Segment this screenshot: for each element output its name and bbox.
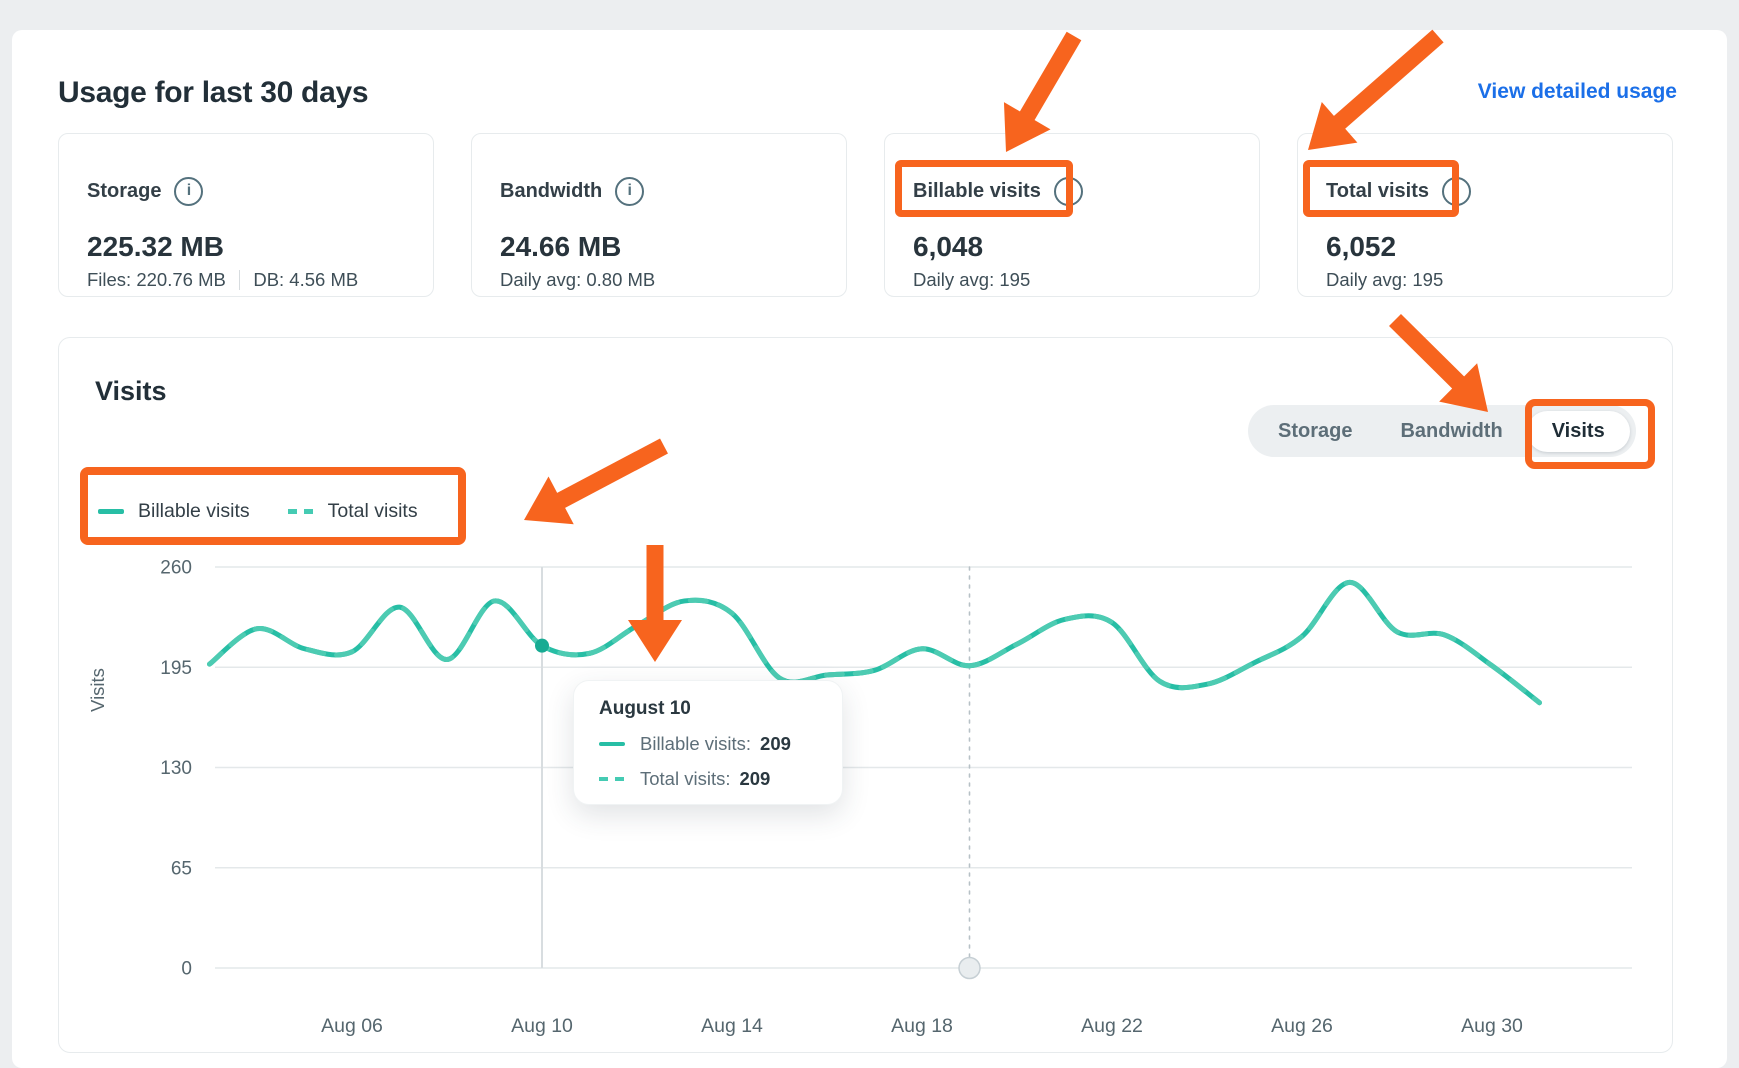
tab-visits[interactable]: Visits <box>1526 410 1630 452</box>
legend-swatch-dashed-icon <box>287 509 314 514</box>
tooltip-billable-value: 209 <box>760 733 791 754</box>
total-visits-card-label: Total visits <box>1326 179 1429 202</box>
series-billable-visits-line <box>207 579 1542 706</box>
y-tick-label: 65 <box>171 858 192 879</box>
chart-metric-tabs: Storage Bandwidth Visits <box>1248 405 1636 457</box>
page-title: Usage for last 30 days <box>58 76 369 109</box>
total-visits-card-value: 6,052 <box>1326 231 1397 262</box>
tooltip-swatch-dashed-icon <box>599 776 625 782</box>
bandwidth-daily-avg: Daily avg: 0.80 MB <box>500 268 656 290</box>
y-tick-label: 130 <box>160 758 192 779</box>
legend-item-total-visits[interactable]: Total visits <box>287 500 418 523</box>
tooltip-billable-label: Billable visits: <box>640 733 752 754</box>
storage-db-value: DB: 4.56 MB <box>253 268 359 290</box>
series-total-visits-line <box>207 579 1542 706</box>
y-tick-label: 0 <box>181 959 192 980</box>
tab-bandwidth[interactable]: Bandwidth <box>1400 419 1503 442</box>
y-axis-title: Visits <box>87 668 108 712</box>
y-tick-label: 260 <box>160 558 192 579</box>
y-tick-label: 195 <box>160 658 192 679</box>
tab-storage[interactable]: Storage <box>1278 419 1353 442</box>
tooltip-total-value: 209 <box>739 768 771 789</box>
billable-visits-card-label: Billable visits <box>913 179 1041 202</box>
x-tick-label: Aug 14 <box>701 1015 763 1037</box>
storage-files-value: Files: 220.76 MB <box>87 268 226 290</box>
legend-swatch-solid-icon <box>98 509 124 514</box>
info-icon[interactable]: i <box>174 176 204 206</box>
chart-legend: Billable visits Total visits <box>98 500 418 523</box>
x-tick-label: Aug 22 <box>1081 1015 1143 1037</box>
bandwidth-card-value: 24.66 MB <box>500 231 622 262</box>
x-tick-label: Aug 18 <box>891 1015 953 1037</box>
legend-item-billable-visits[interactable]: Billable visits <box>98 500 250 523</box>
tooltip-total-label: Total visits: <box>640 768 731 789</box>
bandwidth-card-label: Bandwidth <box>500 179 603 202</box>
bandwidth-card: Bandwidth i 24.66 MB Daily avg: 0.80 MB <box>471 133 847 297</box>
chart-tooltip: August 10 Billable visits: 209 Total vis… <box>573 680 843 805</box>
chart-title: Visits <box>95 376 167 406</box>
divider <box>238 269 241 290</box>
highlighted-data-point[interactable] <box>535 638 549 653</box>
x-tick-label: Aug 06 <box>321 1015 383 1037</box>
x-tick-label: Aug 26 <box>1271 1015 1333 1037</box>
x-tick-label: Aug 10 <box>511 1015 573 1037</box>
storage-card-value: 225.32 MB <box>87 231 224 262</box>
cursor-handle[interactable] <box>958 956 981 980</box>
tooltip-swatch-solid-icon <box>599 741 625 747</box>
view-detailed-usage-link[interactable]: View detailed usage <box>1477 80 1677 103</box>
total-daily-avg: Daily avg: 195 <box>1326 268 1444 290</box>
storage-card-label: Storage <box>87 179 162 202</box>
billable-visits-card-value: 6,048 <box>913 231 984 262</box>
info-icon[interactable]: i <box>615 176 645 206</box>
billable-daily-avg: Daily avg: 195 <box>913 268 1031 290</box>
x-tick-label: Aug 30 <box>1461 1015 1523 1037</box>
tooltip-date: August 10 <box>599 698 691 719</box>
storage-card: Storage i 225.32 MB Files: 220.76 MB DB:… <box>58 133 434 297</box>
